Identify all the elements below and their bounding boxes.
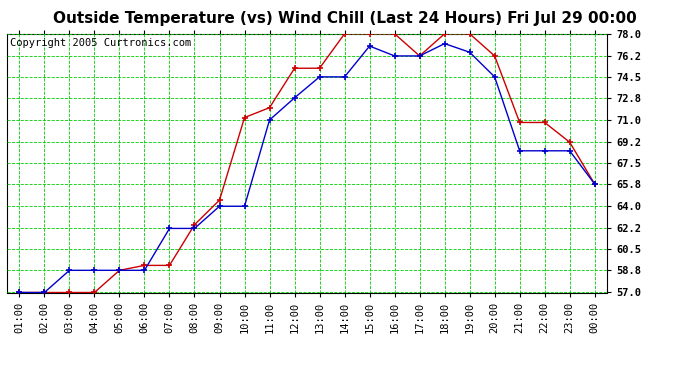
Text: Copyright 2005 Curtronics.com: Copyright 2005 Curtronics.com xyxy=(10,38,191,48)
Text: Outside Temperature (vs) Wind Chill (Last 24 Hours) Fri Jul 29 00:00: Outside Temperature (vs) Wind Chill (Las… xyxy=(53,11,637,26)
